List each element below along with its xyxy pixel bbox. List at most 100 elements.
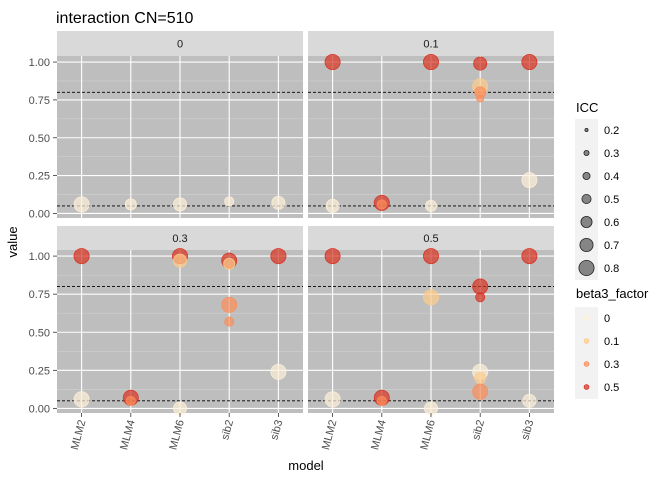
data-point [521,248,538,265]
data-point [522,393,537,408]
data-point [324,248,341,265]
data-point [73,196,90,213]
icc-legend-key [584,127,589,132]
x-tick-label: MLM6 [418,419,438,452]
data-point [422,248,439,265]
beta3-legend: beta3_factor 0 0.1 0.3 0.5 [575,286,649,399]
icc-legend-key [579,237,594,252]
data-point [474,371,487,384]
data-point [124,198,137,211]
facet-panel-2: 0.3 [57,226,303,416]
data-point [221,296,238,313]
icc-legend-label: 0.5 [604,194,619,206]
beta3-legend-label: 0 [604,313,610,325]
data-point [270,248,287,265]
facet-strip [308,31,554,56]
facet-panel-1: 0.1 [308,31,554,218]
y-tick-label: 0.00 [29,403,50,415]
x-tick-label: sib2 [470,419,487,442]
legend-key-bg [575,119,598,142]
y-tick-label: 0.50 [29,327,50,339]
y-tick-label: 1.00 [29,57,50,69]
beta3-legend-key [583,384,590,390]
icc-legend-label: 0.8 [604,263,619,275]
data-point [324,54,341,71]
data-point [325,198,340,213]
icc-legend: ICC 0.2 0.3 0.4 0.5 0.6 0.7 0.8 [575,100,619,280]
x-axis-title: model [288,458,324,473]
data-point [376,395,387,406]
icc-legend-key [578,259,595,276]
x-tick-label: MLM2 [69,419,89,452]
legend-key-bg [575,234,598,257]
facet-strip-label: 0.3 [172,233,187,245]
icc-legend-key [583,149,590,156]
x-tick-label: MLM4 [369,419,389,452]
beta3-legend-title: beta3_factor [576,286,649,301]
data-point [172,197,187,212]
x-axis-ticks: MLM2 MLM4 MLM6 sib2 sib3 MLM2 MLM4 MLM6 sib2 sib3 [69,413,536,451]
icc-legend-label: 0.6 [604,217,619,229]
x-tick-label: MLM6 [167,419,187,452]
y-tick-label: 0.25 [29,171,50,183]
icc-legend-key [581,193,592,204]
y-tick-label: 0.75 [29,289,50,301]
facet-strip-label: 0 [177,39,183,51]
y-tick-label: 0.75 [29,95,50,107]
icc-legend-label: 0.4 [604,171,619,183]
facet-panel-3: 0.5 [308,226,554,416]
data-point [223,257,236,270]
legend-key-bg [575,165,598,188]
y-axis-title: value [5,226,20,257]
beta3-legend-key [583,315,590,321]
data-point [473,56,488,71]
beta3-legend-label: 0.3 [604,359,619,371]
icc-legend-label: 0.7 [604,240,619,252]
facet-panels: 0 0.1 0.3 0.5 [57,31,554,416]
icc-legend-label: 0.2 [604,125,619,137]
data-point [324,391,341,408]
data-point [270,363,287,380]
icc-legend-label: 0.3 [604,148,619,160]
legend-key-bg [575,188,598,211]
beta3-legend-key [583,361,590,367]
facet-strip-label: 0.5 [423,233,438,245]
data-point [422,289,439,306]
data-point [521,172,538,189]
facet-panel-0: 0 [57,31,303,218]
data-point [472,278,489,295]
x-tick-label: sib2 [219,419,236,442]
data-point [424,199,437,212]
beta3-legend-key [583,338,590,344]
chart-title: interaction CN=510 [56,10,194,27]
facet-strip [57,226,303,250]
data-point [73,391,90,408]
x-tick-label: sib3 [519,419,536,442]
legend-key-bg [575,211,598,234]
facet-strip [308,226,554,250]
data-point [224,196,235,207]
facet-strip [57,31,303,56]
facet-strip-label: 0.1 [423,39,438,51]
data-point [422,54,439,71]
data-point [472,383,489,400]
legend-key-bg [575,142,598,165]
data-point [376,199,387,210]
icc-legend-title: ICC [576,100,598,115]
y-axis-ticks: 0.00 0.25 0.50 0.75 1.00 0.00 0.25 0.50 0.75 1.00 [29,57,57,415]
y-tick-label: 0.25 [29,365,50,377]
data-point [476,94,485,103]
data-point [521,54,538,71]
beta3-legend-label: 0.5 [604,382,619,394]
icc-legend-key [580,215,593,228]
y-tick-label: 0.50 [29,133,50,145]
data-point [172,253,187,268]
data-point [475,292,486,303]
y-tick-label: 0.00 [29,208,50,220]
beta3-legend-label: 0.1 [604,336,619,348]
data-point [73,248,90,265]
y-tick-label: 1.00 [29,251,50,263]
x-tick-label: MLM2 [320,419,340,452]
data-point [224,316,235,327]
